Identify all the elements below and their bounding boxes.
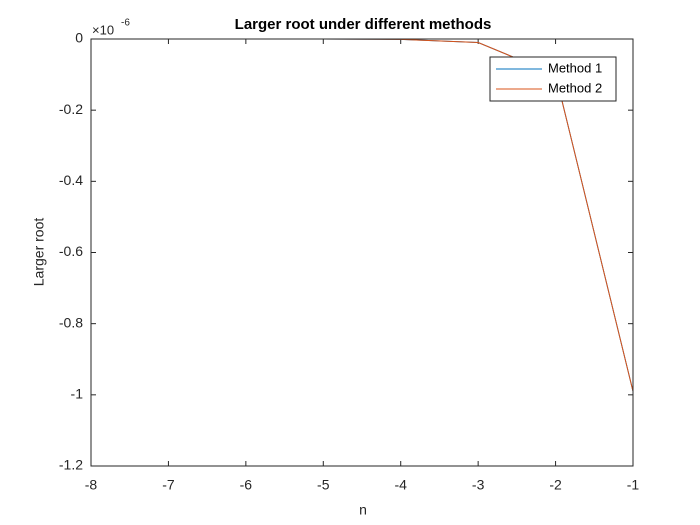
- y-tick-label: -0.6: [59, 243, 83, 259]
- x-tick-label: -3: [472, 477, 485, 493]
- legend-box: [489, 56, 617, 102]
- x-tick-label: -8: [85, 477, 98, 493]
- plot-frame: [90, 38, 634, 467]
- x-tick-label: -2: [549, 477, 562, 493]
- y-multiplier: ×10: [92, 22, 114, 37]
- x-tick-label: -7: [162, 477, 175, 493]
- y-tick-label: -1.2: [59, 457, 83, 473]
- legend-label: Method 2: [548, 80, 602, 95]
- chart-title: Larger root under different methods: [235, 16, 492, 33]
- x-tick-label: -5: [317, 477, 330, 493]
- y-multiplier-exponent: -6: [121, 18, 130, 29]
- y-tick-label: 0: [75, 30, 83, 46]
- x-axis-label: n: [359, 502, 367, 518]
- x-tick-label: -4: [394, 477, 407, 493]
- y-tick-label: -0.8: [59, 314, 83, 330]
- y-axis-label: Larger root: [31, 218, 47, 287]
- y-tick-label: -1: [71, 386, 84, 402]
- x-tick-label: -6: [240, 477, 253, 493]
- y-tick-label: -0.4: [59, 172, 83, 188]
- y-tick-label: -0.2: [59, 101, 83, 117]
- x-tick-label: -1: [627, 477, 640, 493]
- legend-label: Method 1: [548, 60, 602, 75]
